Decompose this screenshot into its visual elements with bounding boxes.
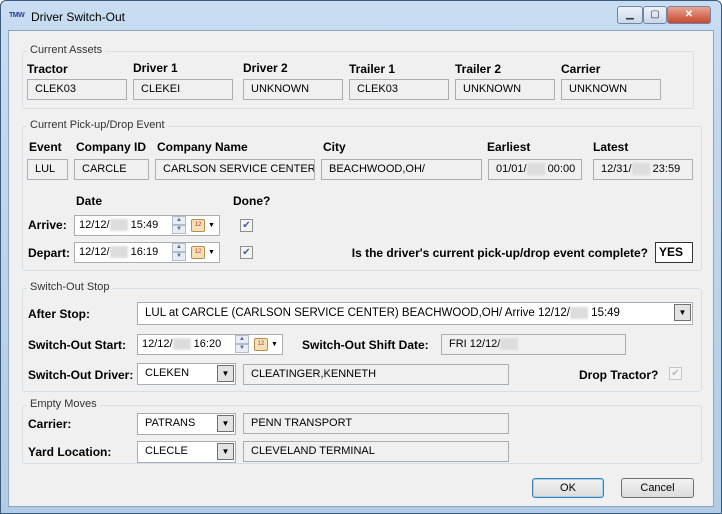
driver-name-field: CLEATINGER,KENNETH — [243, 364, 509, 385]
event-header: Event — [29, 140, 62, 154]
depart-datetime-picker[interactable]: 12/12/ 16:19 ▲ ▼ 12 ▼ — [74, 242, 220, 263]
start-time: 16:20 — [193, 338, 222, 350]
carrier-label: Carrier: — [28, 417, 72, 431]
depart-label: Depart: — [28, 246, 71, 260]
arrive-label: Arrive: — [28, 218, 67, 232]
carrier-name-field: PENN TRANSPORT — [243, 413, 509, 434]
dropdown-arrow-icon[interactable]: ▼ — [208, 222, 215, 229]
depart-spinner[interactable]: ▲ ▼ — [172, 243, 186, 262]
latest-header: Latest — [593, 140, 629, 154]
latest-field: 12/31/ 23:59 — [593, 159, 693, 180]
trailer2-field: UNKNOWN — [455, 79, 555, 100]
arrive-datetime-picker[interactable]: 12/12/ 15:49 ▲ ▼ 12 ▼ — [74, 215, 220, 236]
driver1-field: CLEKEI — [133, 79, 233, 100]
company-name-header: Company Name — [157, 140, 248, 154]
trailer2-label: Trailer 2 — [455, 62, 502, 76]
chevron-down-icon[interactable]: ▼ — [217, 443, 234, 460]
group-legend: Current Pick-up/Drop Event — [27, 119, 168, 131]
driver1-label: Driver 1 — [133, 61, 178, 75]
done-label: Done? — [233, 194, 271, 208]
switchout-stop-group: Switch-Out Stop — [22, 281, 702, 392]
depart-date: 12/12/ — [79, 246, 110, 258]
yard-location-combobox[interactable]: CLECLE ▼ — [137, 441, 236, 463]
date-label: Date — [76, 194, 103, 208]
driver-id-value: CLEKEN — [145, 367, 190, 379]
shift-date-field: FRI 12/12/ — [441, 334, 626, 355]
start-spinner[interactable]: ▲ ▼ — [235, 335, 249, 354]
arrive-time: 15:49 — [130, 219, 159, 231]
drop-tractor-label: Drop Tractor? — [579, 368, 659, 382]
company-name-field: CARLSON SERVICE CENTER — [155, 159, 315, 180]
latest-date: 12/31/ — [601, 163, 632, 175]
carrier-id-value: PATRANS — [145, 417, 196, 429]
earliest-date: 01/01/ — [496, 163, 527, 175]
current-event-group: Current Pick-up/Drop Event — [22, 119, 702, 271]
minimize-button[interactable]: ▁ — [617, 6, 643, 24]
complete-question-label: Is the driver's current pick-up/drop eve… — [351, 246, 648, 260]
earliest-field: 01/01/ 00:00 — [488, 159, 582, 180]
shift-date-value: FRI 12/12/ — [449, 338, 501, 350]
calendar-icon[interactable]: 12 — [191, 246, 205, 259]
calendar-icon[interactable]: 12 — [191, 219, 205, 232]
depart-time: 16:19 — [130, 246, 159, 258]
maximize-button[interactable]: ▢ — [643, 6, 667, 24]
dropdown-arrow-icon[interactable]: ▼ — [208, 249, 215, 256]
close-button[interactable]: ✕ — [667, 6, 711, 24]
yard-name-field: CLEVELAND TERMINAL — [243, 441, 509, 462]
carrier-label: Carrier — [561, 62, 601, 76]
switchout-start-picker[interactable]: 12/12/ 16:20 ▲ ▼ 12 ▼ — [137, 334, 283, 355]
arrive-spinner[interactable]: ▲ ▼ — [172, 216, 186, 235]
earliest-time: 00:00 — [547, 163, 576, 175]
yard-id-value: CLECLE — [145, 445, 188, 457]
switchout-driver-label: Switch-Out Driver: — [28, 368, 134, 382]
group-legend: Current Assets — [27, 44, 106, 56]
group-legend: Switch-Out Stop — [27, 281, 113, 293]
calendar-icon[interactable]: 12 — [254, 338, 268, 351]
depart-done-checkbox[interactable]: ✔ — [240, 246, 253, 259]
carrier-field: UNKNOWN — [561, 79, 661, 100]
company-id-field: CARCLE — [74, 159, 149, 180]
event-complete-field[interactable]: YES — [655, 242, 693, 263]
company-id-header: Company ID — [76, 140, 147, 154]
ok-button[interactable]: OK — [532, 478, 604, 498]
arrive-date: 12/12/ — [79, 219, 110, 231]
group-legend: Empty Moves — [27, 398, 100, 410]
start-date: 12/12/ — [142, 338, 173, 350]
after-stop-value: LUL at CARCLE (CARLSON SERVICE CENTER) B… — [145, 307, 570, 319]
empty-moves-group: Empty Moves — [22, 398, 702, 464]
city-header: City — [323, 140, 346, 154]
latest-time: 23:59 — [652, 163, 681, 175]
after-stop-time: 15:49 — [591, 307, 620, 319]
earliest-header: Earliest — [487, 140, 531, 154]
drop-tractor-checkbox[interactable]: ✔ — [669, 367, 682, 380]
chevron-down-icon[interactable]: ▼ — [217, 365, 234, 382]
shift-date-label: Switch-Out Shift Date: — [302, 338, 429, 352]
after-stop-combobox[interactable]: LUL at CARCLE (CARLSON SERVICE CENTER) B… — [137, 302, 693, 325]
event-field: LUL — [27, 159, 68, 180]
after-stop-label: After Stop: — [28, 307, 90, 321]
tractor-field: CLEK03 — [27, 79, 127, 100]
driver2-label: Driver 2 — [243, 61, 288, 75]
cancel-button[interactable]: Cancel — [621, 478, 694, 498]
switchout-start-label: Switch-Out Start: — [28, 338, 126, 352]
chevron-down-icon[interactable]: ▼ — [217, 415, 234, 432]
chevron-down-icon[interactable]: ▼ — [674, 304, 691, 321]
trailer1-field: CLEK03 — [349, 79, 449, 100]
window-title: Driver Switch-Out — [31, 10, 126, 24]
tractor-label: Tractor — [27, 62, 68, 76]
switchout-driver-combobox[interactable]: CLEKEN ▼ — [137, 363, 236, 385]
driver2-field: UNKNOWN — [243, 79, 343, 100]
city-field: BEACHWOOD,OH/ — [321, 159, 482, 180]
current-assets-group: Current Assets — [22, 44, 694, 109]
trailer1-label: Trailer 1 — [349, 62, 396, 76]
carrier-combobox[interactable]: PATRANS ▼ — [137, 413, 236, 435]
yard-location-label: Yard Location: — [28, 445, 112, 459]
arrive-done-checkbox[interactable]: ✔ — [240, 219, 253, 232]
app-logo-icon: TMW — [9, 12, 25, 19]
dropdown-arrow-icon[interactable]: ▼ — [271, 341, 278, 348]
